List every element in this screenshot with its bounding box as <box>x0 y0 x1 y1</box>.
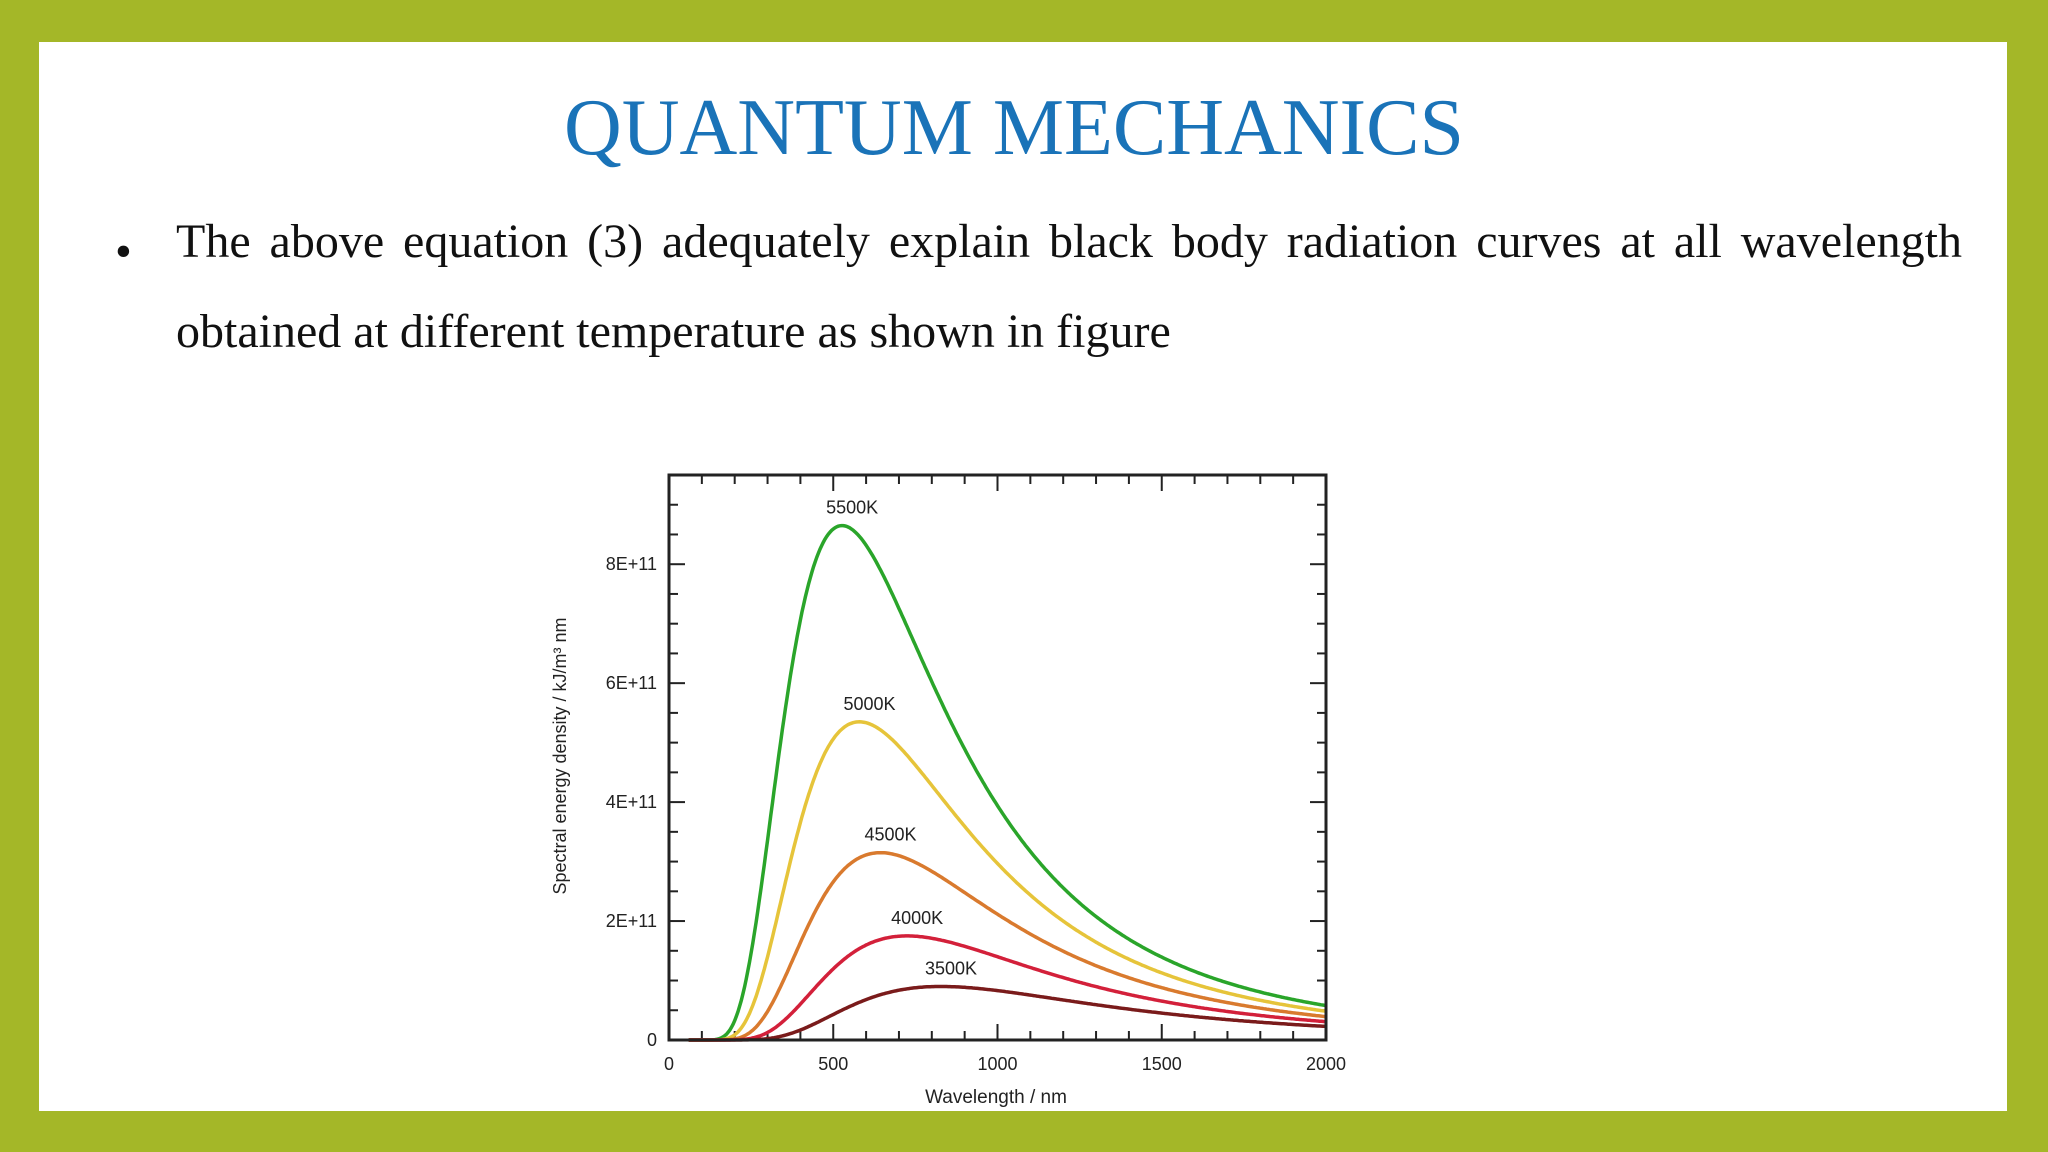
curve-4000K <box>688 934 1327 1042</box>
curve-5500K <box>688 523 1327 1042</box>
y-tick-label: 0 <box>647 1030 657 1050</box>
curve-label-5500K: 5500K <box>826 498 878 518</box>
plot-frame <box>667 473 1328 1042</box>
y-tick-label: 4E+11 <box>606 792 657 812</box>
curve-label-3500K: 3500K <box>925 958 977 978</box>
slide-title: QUANTUM MECHANICS <box>563 84 1465 172</box>
curve-5000K <box>688 720 1327 1042</box>
x-tick-label: 2000 <box>1306 1054 1346 1074</box>
curves <box>688 523 1327 1042</box>
bullet-text: The above equation (3) adequately explai… <box>176 215 1962 358</box>
y-axis-label: Spectral energy density / kJ/m³ nm <box>550 617 570 894</box>
curve-4500K <box>688 850 1327 1042</box>
bullet-icon: • <box>115 225 132 278</box>
y-tick-label: 2E+11 <box>606 911 657 931</box>
slide: QUANTUM MECHANICS • The above equation (… <box>39 42 2007 1111</box>
y-tick-label: 8E+11 <box>606 554 657 574</box>
x-axis-label: Wavelength / nm <box>925 1087 1067 1108</box>
blackbody-chart: 0 500 1000 1500 2000 0 2E+11 4E+11 6E+11 8E+11 550… <box>550 473 1346 1108</box>
curve-label-4000K: 4000K <box>891 908 943 928</box>
x-tick-label: 1000 <box>977 1054 1017 1074</box>
x-tick-label: 1500 <box>1142 1054 1182 1074</box>
x-tick-label: 0 <box>664 1054 674 1074</box>
curve-3500K <box>688 984 1327 1042</box>
x-tick-label: 500 <box>818 1054 848 1074</box>
labels: 0 500 1000 1500 2000 0 2E+11 4E+11 6E+11 8E+11 550… <box>606 498 1346 1074</box>
curve-label-5000K: 5000K <box>843 694 895 714</box>
curve-label-4500K: 4500K <box>865 825 917 845</box>
y-tick-label: 6E+11 <box>606 673 657 693</box>
